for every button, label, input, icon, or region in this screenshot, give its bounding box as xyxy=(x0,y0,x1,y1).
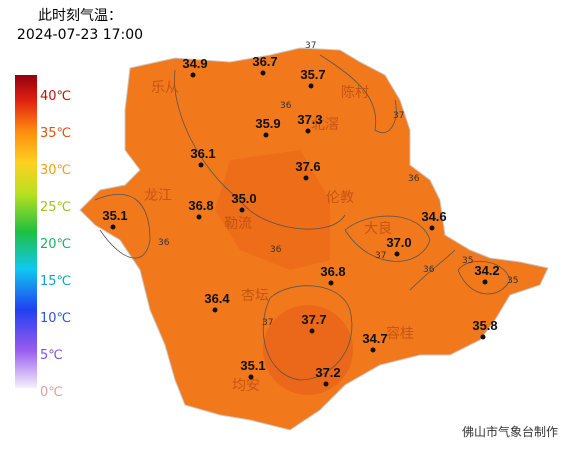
station-dot xyxy=(480,334,486,340)
station-dot xyxy=(309,328,315,334)
station-dot xyxy=(303,175,309,181)
contour-label: 36 xyxy=(270,245,282,255)
place-label: 北滘 xyxy=(311,117,339,133)
station-value: 34.2 xyxy=(474,263,499,278)
station-dot xyxy=(198,162,204,168)
place-label: 陈村 xyxy=(341,84,369,101)
legend-label: 25℃ xyxy=(40,200,71,215)
legend-label: 15℃ xyxy=(40,274,71,289)
legend: 40℃ 35℃ 30℃ 25℃ 20℃ 15℃ 10℃ 5℃ 0℃ xyxy=(40,89,71,400)
title: 此时刻气温： xyxy=(38,8,122,24)
footer: 佛山市气象台制作 xyxy=(462,424,558,439)
place-label: 伦教 xyxy=(326,190,354,206)
place-label: 均安 xyxy=(232,378,260,394)
station-value: 36.1 xyxy=(190,146,215,161)
station-value: 36.4 xyxy=(204,291,230,306)
station-value: 35.8 xyxy=(472,318,497,333)
station-value: 35.0 xyxy=(231,191,256,206)
legend-label: 10℃ xyxy=(40,311,71,326)
time: 2024-07-23 17:00 xyxy=(17,27,143,43)
station-dot xyxy=(308,83,314,89)
contour-label: 36 xyxy=(158,238,170,248)
station-dot xyxy=(196,214,202,220)
legend-label: 30℃ xyxy=(40,163,71,178)
station-dot xyxy=(328,280,334,286)
contour-label: 36 xyxy=(423,265,435,275)
legend-label: 5℃ xyxy=(40,348,63,363)
station-value: 37.3 xyxy=(297,112,322,127)
legend-label: 0℃ xyxy=(40,385,63,400)
station-dot xyxy=(190,72,196,78)
contours xyxy=(94,54,511,381)
contour-label: 37 xyxy=(262,318,273,328)
place-label: 杏坛 xyxy=(241,288,269,304)
station-value: 34.9 xyxy=(182,56,207,71)
contour-label: 37 xyxy=(305,41,316,51)
place-label: 容桂 xyxy=(386,325,414,342)
station-dot xyxy=(248,374,254,380)
legend-label: 35℃ xyxy=(40,126,71,141)
station-dot xyxy=(263,132,269,138)
contour-label: 35 xyxy=(462,256,473,266)
legend-label: 20℃ xyxy=(40,237,71,252)
station-dot xyxy=(429,225,435,231)
contour-label: 35 xyxy=(507,276,518,286)
contour-label: 37 xyxy=(375,251,386,261)
contour-label: 36 xyxy=(280,101,292,111)
station-value: 34.7 xyxy=(362,331,387,346)
station-dot xyxy=(110,224,116,230)
station-value: 37.6 xyxy=(295,159,320,174)
station-value: 36.8 xyxy=(320,264,345,279)
colorbar xyxy=(15,75,37,388)
legend-label: 40℃ xyxy=(40,89,71,104)
station-dot xyxy=(260,70,266,76)
station-value: 35.1 xyxy=(102,208,127,223)
station-value: 37.2 xyxy=(315,365,340,380)
station-value: 34.6 xyxy=(421,209,446,224)
station-dot xyxy=(394,251,400,257)
station-value: 37.0 xyxy=(386,235,411,250)
contour-label: 37 xyxy=(393,111,404,121)
station-dot xyxy=(305,128,311,134)
station-value: 37.7 xyxy=(301,312,326,327)
place-label: 勒流 xyxy=(224,216,252,232)
station-dot xyxy=(323,381,329,387)
hot-zone xyxy=(215,150,330,270)
station-value: 36.8 xyxy=(188,198,213,213)
hot-zone xyxy=(263,305,353,395)
place-label: 龙江 xyxy=(144,188,172,204)
place-label: 大良 xyxy=(364,221,392,237)
station-value: 35.9 xyxy=(255,116,280,131)
station-value: 35.1 xyxy=(240,358,265,373)
station-dot xyxy=(239,207,245,213)
place-label: 乐从 xyxy=(151,80,179,96)
station-value: 36.7 xyxy=(252,54,277,69)
station-dot xyxy=(212,307,218,313)
station-dot xyxy=(482,279,488,285)
station-dot xyxy=(370,347,376,353)
station-value: 35.7 xyxy=(300,67,325,82)
contour-label: 36 xyxy=(408,174,420,184)
